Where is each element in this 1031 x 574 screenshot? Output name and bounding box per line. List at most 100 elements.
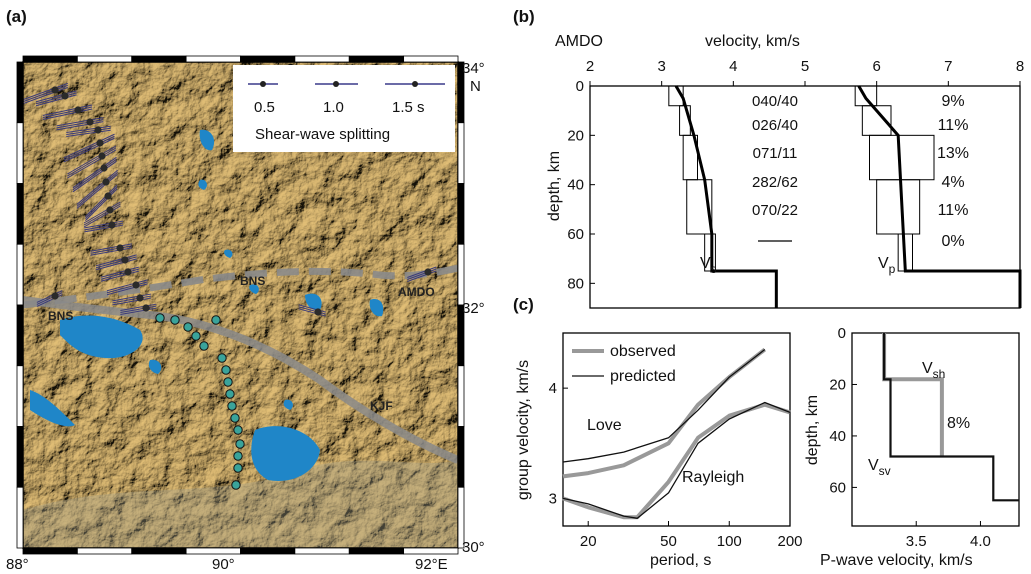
splitting-bar (85, 186, 118, 219)
anisotropy-envelope (686, 179, 713, 235)
legend-title: Shear-wave splitting (255, 126, 390, 143)
frame-segment (457, 426, 465, 488)
x-tick-label: 100 (717, 533, 742, 550)
splitting-bar (106, 281, 148, 294)
place-label-bns-west: BNS (48, 309, 73, 323)
frame-segment (16, 61, 24, 124)
splitting-bar (83, 205, 121, 228)
frame-segment (16, 365, 24, 427)
station-dot-teal (230, 413, 240, 423)
y-tick-label: 20 (567, 127, 584, 144)
station-dot (116, 244, 124, 252)
station-dot-teal (170, 315, 180, 325)
y-tick-label: 60 (567, 226, 584, 243)
splitting-bar (120, 305, 157, 314)
station-dot (94, 126, 102, 134)
Vp-mean-profile (857, 85, 1022, 308)
x-tick-label: 8 (1016, 58, 1024, 75)
panel-c-left-ylabel: group velocity, km/s (515, 360, 532, 500)
station-dot (74, 106, 82, 114)
y-tick-label: 60 (829, 479, 846, 496)
Vsv-profile (883, 333, 1019, 502)
y-tick-label: 20 (829, 376, 846, 393)
fast-axis-orientation: 071/11 (753, 145, 798, 162)
panel-c-right-frame (851, 332, 1020, 527)
lon-label-88: 88° (6, 556, 29, 573)
splitting-bar (35, 94, 77, 107)
place-label-bns-east: BNS (240, 274, 265, 288)
Vsh-profile (882, 333, 944, 457)
panel-c-left-curves (562, 347, 791, 520)
panel-b-profiles (668, 85, 1022, 308)
splitting-bar (120, 307, 157, 316)
station-dot-teal (183, 322, 193, 332)
splitting-stations (23, 82, 437, 490)
station-dot-teal (155, 313, 165, 323)
x-tick-label: 6 (872, 58, 880, 75)
anisotropy-percent: 0% (941, 233, 964, 250)
panel-b-tag: (b) (513, 7, 535, 26)
lat-label-30: 30° (462, 539, 485, 556)
frame-segment (294, 55, 350, 63)
frame-segment (185, 547, 241, 555)
station-dot-teal (191, 331, 201, 341)
panel-b: (b) AMDO velocity, km/s depth, km 2 3 4 5 6 7… (513, 7, 1024, 309)
splitting-bar (63, 135, 115, 161)
frame-segment (22, 547, 78, 555)
splitting-bar (66, 127, 111, 135)
legend-value-15: 1.5 s (392, 99, 425, 116)
lakes (30, 129, 384, 481)
x-tick-label: 4.0 (970, 533, 991, 550)
frame-segment (16, 243, 24, 306)
splitting-bar (42, 106, 93, 118)
splitting-bar (56, 117, 104, 127)
station-dot (96, 139, 104, 147)
y-tick-label: 4 (549, 380, 557, 397)
y-tick-label: 40 (567, 177, 584, 194)
frame-segment (131, 547, 187, 555)
splitting-bar (83, 203, 121, 226)
splitting-bar (56, 119, 104, 129)
vp-label: Vp (878, 255, 896, 276)
anisotropy-envelope (869, 134, 935, 181)
kjf-fault (23, 296, 458, 464)
splitting-bar (63, 137, 115, 163)
splitting-bar (120, 303, 157, 312)
panel-c-left-xlabel: period, s (650, 552, 711, 569)
station-dot-teal (227, 401, 237, 411)
panel-c-right-xlabel: P-wave velocity, km/s (820, 552, 973, 569)
splitting-bar (23, 82, 68, 101)
predicted-curve (562, 401, 791, 519)
splitting-bar (95, 254, 137, 267)
anisotropy-percent: 11% (938, 202, 969, 219)
anisotropy-percent: 13% (937, 145, 969, 162)
lat-label-n: N (470, 78, 481, 95)
y-tick-label: 3 (549, 490, 557, 507)
panel-c-left-frame (562, 332, 791, 527)
splitting-bar (42, 104, 93, 116)
anisotropy-envelope (704, 233, 716, 272)
frame-segment (16, 183, 24, 245)
panel-a-tag: (a) (6, 7, 27, 26)
splitting-bar (90, 245, 132, 254)
panel-c-right: depth, km P-wave velocity, km/s 3.5 4.0 0 2… (804, 325, 1020, 569)
bns-fault (23, 264, 458, 309)
station-dot (121, 256, 129, 264)
place-label-amdo: AMDO (398, 285, 435, 299)
station-dot (108, 221, 116, 229)
fast-axis-orientation: 282/62 (752, 174, 798, 191)
station-dot (98, 152, 106, 160)
frame-segment (240, 55, 296, 63)
frame-segment (348, 547, 405, 555)
station-dot-teal (235, 439, 245, 449)
frame-segment (457, 486, 465, 549)
panel-c-left-axes: 20 50 100 200 3 4 (549, 380, 803, 550)
splitting-bar (106, 283, 148, 296)
station-dot (104, 192, 112, 200)
frame-segment (76, 55, 133, 63)
panel-c-right-axes: 3.5 4.0 0 20 40 60 (829, 325, 991, 550)
station-dot (106, 206, 114, 214)
station-dot (51, 292, 59, 300)
predicted-curve (562, 348, 766, 463)
frame-segment (348, 55, 405, 63)
